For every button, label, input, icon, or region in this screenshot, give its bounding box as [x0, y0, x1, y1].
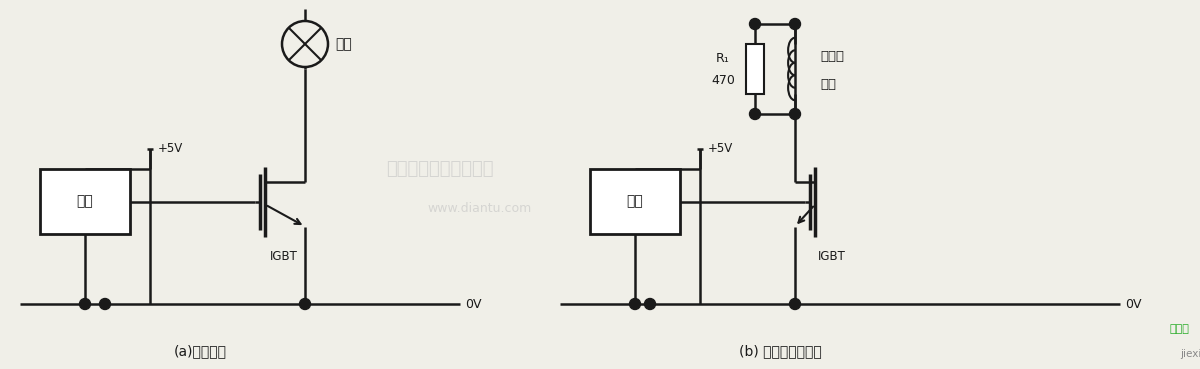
Text: +5V: +5V: [708, 142, 733, 155]
Circle shape: [790, 299, 800, 310]
Circle shape: [282, 21, 328, 67]
Circle shape: [790, 108, 800, 120]
Text: 车灯: 车灯: [335, 37, 352, 51]
Text: +5V: +5V: [158, 142, 184, 155]
Bar: [746, 44, 764, 94]
Text: jiexiantu: jiexiantu: [1180, 349, 1200, 359]
Text: 0V: 0V: [466, 297, 481, 310]
Text: www.diantu.com: www.diantu.com: [428, 203, 532, 215]
Text: 接线图: 接线图: [1170, 324, 1190, 334]
Text: 线圈: 线圈: [820, 77, 836, 90]
Text: (b) 驱动继电器负载: (b) 驱动继电器负载: [739, 344, 821, 358]
Text: 杭州将睿科技有限公司: 杭州将睿科技有限公司: [386, 160, 493, 178]
Text: 逻辑: 逻辑: [626, 194, 643, 208]
Circle shape: [630, 299, 641, 310]
Circle shape: [750, 108, 761, 120]
Circle shape: [100, 299, 110, 310]
Text: R₁: R₁: [716, 52, 730, 66]
Text: IGBT: IGBT: [818, 250, 846, 263]
Bar: [40, 169, 130, 234]
Text: (a)驱动车灯: (a)驱动车灯: [174, 344, 227, 358]
Text: 0V: 0V: [1126, 297, 1141, 310]
Circle shape: [79, 299, 90, 310]
Circle shape: [790, 18, 800, 30]
Circle shape: [750, 18, 761, 30]
Text: 继电器: 继电器: [820, 51, 844, 63]
Circle shape: [644, 299, 655, 310]
Text: 470: 470: [712, 75, 734, 87]
Circle shape: [300, 299, 311, 310]
Text: 逻辑: 逻辑: [77, 194, 94, 208]
Text: IGBT: IGBT: [270, 250, 298, 263]
Bar: [590, 169, 680, 234]
